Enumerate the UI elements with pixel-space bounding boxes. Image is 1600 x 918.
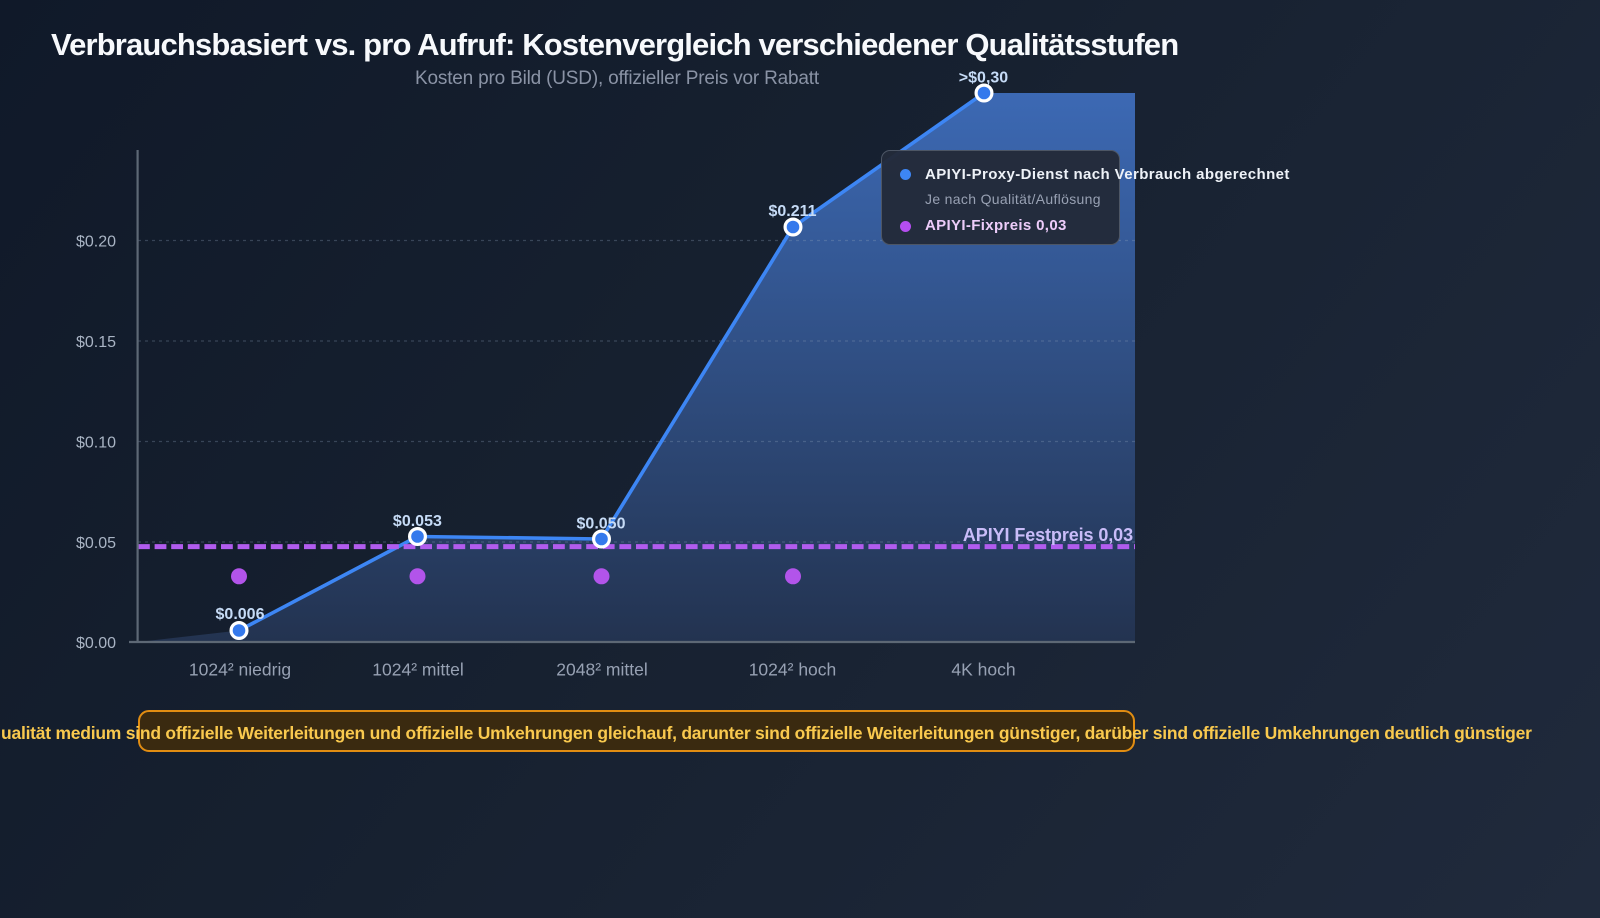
svg-text:$0.006: $0.006 bbox=[216, 606, 265, 623]
svg-text:$0.050: $0.050 bbox=[577, 516, 626, 533]
svg-text:1024² mittel: 1024² mittel bbox=[372, 660, 463, 680]
svg-text:$0.00: $0.00 bbox=[76, 635, 116, 652]
svg-text:$0.10: $0.10 bbox=[76, 434, 116, 451]
svg-text:1024² hoch: 1024² hoch bbox=[749, 660, 837, 680]
svg-text:$0.05: $0.05 bbox=[76, 535, 116, 552]
svg-text:>$0,30: >$0,30 bbox=[959, 69, 1008, 86]
svg-text:$0.15: $0.15 bbox=[76, 334, 116, 351]
svg-text:1024² niedrig: 1024² niedrig bbox=[189, 660, 291, 680]
svg-text:$0.20: $0.20 bbox=[76, 233, 116, 250]
svg-text:$0.053: $0.053 bbox=[393, 513, 442, 530]
svg-text:4K hoch: 4K hoch bbox=[951, 660, 1015, 680]
svg-text:2048² mittel: 2048² mittel bbox=[556, 660, 647, 680]
svg-text:$0.211: $0.211 bbox=[768, 203, 816, 220]
svg-text:APIYI Festpreis 0,03: APIYI Festpreis 0,03 bbox=[963, 525, 1133, 545]
